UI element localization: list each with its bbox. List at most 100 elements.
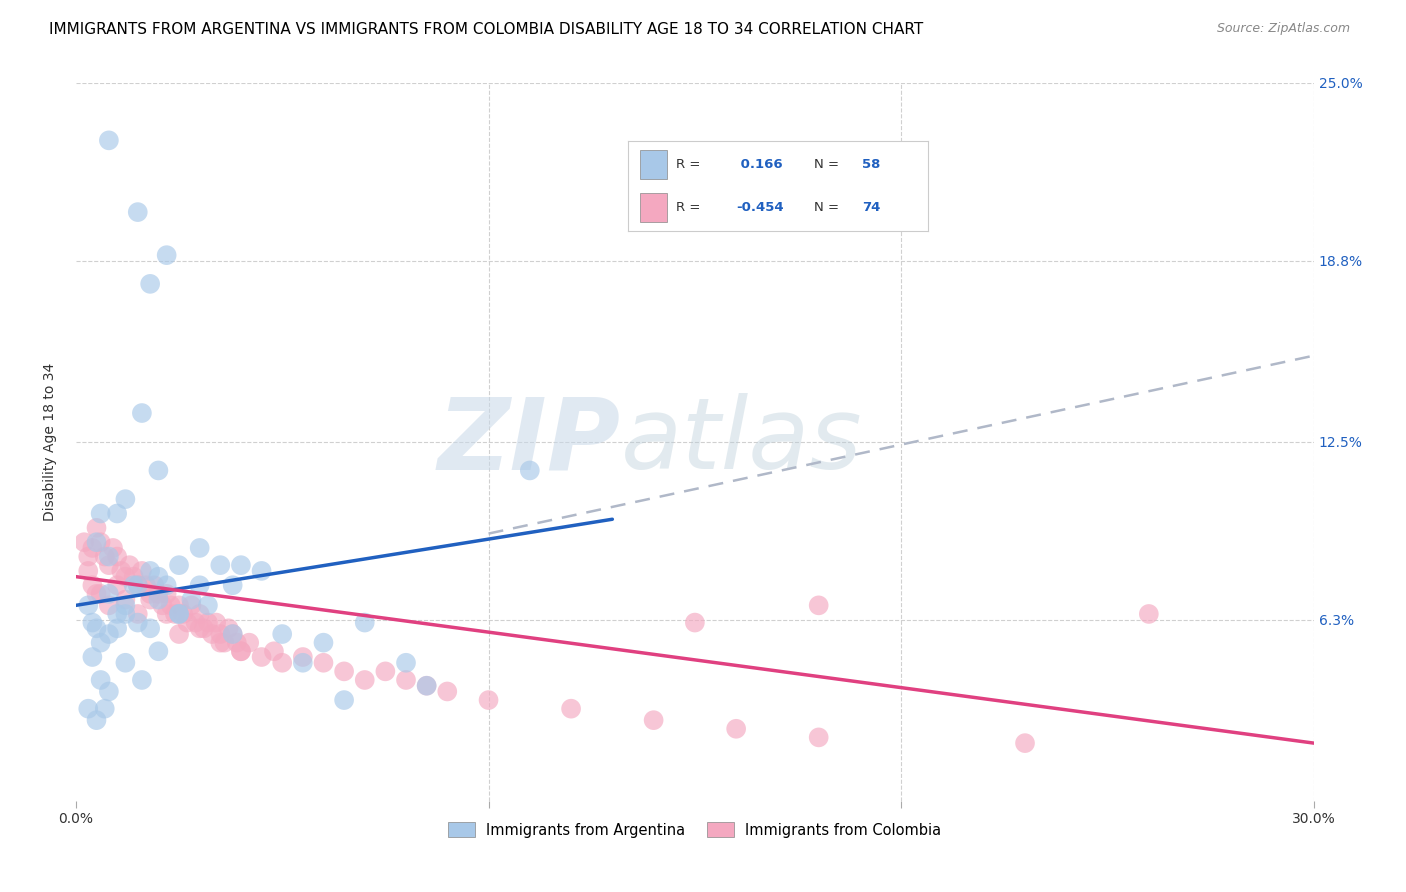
Point [415, 679, 437, 693]
Point [82, 615, 104, 630]
Point [188, 541, 211, 555]
Point [156, 248, 179, 262]
Point [152, 599, 174, 613]
Text: N =: N = [814, 158, 839, 171]
Text: atlas: atlas [620, 393, 862, 491]
Point [105, 549, 128, 564]
Point [807, 599, 830, 613]
Point [250, 650, 273, 665]
Point [167, 558, 190, 573]
Point [105, 578, 128, 592]
Point [209, 558, 232, 573]
Bar [640, 194, 666, 222]
Point [118, 558, 141, 573]
Point [105, 607, 128, 621]
Legend: Immigrants from Argentina, Immigrants from Colombia: Immigrants from Argentina, Immigrants fr… [443, 816, 948, 844]
Point [312, 635, 335, 649]
Bar [640, 151, 666, 179]
Point [90, 635, 112, 649]
Point [114, 592, 136, 607]
Point [97, 599, 120, 613]
Point [143, 578, 166, 592]
Text: Source: ZipAtlas.com: Source: ZipAtlas.com [1216, 22, 1350, 36]
Point [110, 564, 132, 578]
Point [374, 665, 396, 679]
Point [395, 656, 418, 670]
Point [82, 541, 104, 555]
Point [163, 607, 186, 621]
Point [333, 693, 356, 707]
Point [139, 277, 162, 291]
Point [205, 615, 228, 630]
Point [197, 615, 219, 630]
Point [291, 656, 314, 670]
Text: N =: N = [814, 201, 839, 214]
Point [353, 615, 375, 630]
Point [105, 621, 128, 635]
Point [436, 684, 458, 698]
Point [122, 578, 145, 592]
Point [127, 607, 149, 621]
Point [139, 564, 162, 578]
Point [229, 644, 252, 658]
Point [156, 587, 179, 601]
Point [139, 621, 162, 635]
Point [156, 607, 179, 621]
Point [395, 673, 418, 687]
Point [250, 564, 273, 578]
Point [176, 615, 198, 630]
Y-axis label: Disability Age 18 to 34: Disability Age 18 to 34 [44, 363, 58, 521]
Point [271, 627, 294, 641]
Point [86, 521, 108, 535]
Point [353, 673, 375, 687]
Point [184, 615, 207, 630]
Point [86, 587, 108, 601]
Point [114, 599, 136, 613]
Point [148, 569, 170, 583]
Point [560, 701, 582, 715]
Point [156, 578, 179, 592]
Point [94, 701, 117, 715]
Point [263, 644, 285, 658]
Point [159, 599, 181, 613]
Text: R =: R = [676, 158, 700, 171]
Point [127, 578, 149, 592]
Point [82, 650, 104, 665]
Point [86, 621, 108, 635]
Point [221, 627, 243, 641]
Point [101, 541, 124, 555]
Point [229, 558, 252, 573]
Point [94, 549, 117, 564]
Point [477, 693, 499, 707]
Point [131, 564, 153, 578]
Point [291, 650, 314, 665]
Point [114, 656, 136, 670]
Point [122, 569, 145, 583]
Point [201, 627, 224, 641]
Point [127, 578, 149, 592]
Point [131, 406, 153, 420]
Point [97, 627, 120, 641]
Point [238, 635, 260, 649]
Point [209, 635, 232, 649]
Point [415, 679, 437, 693]
Point [131, 673, 153, 687]
Point [114, 492, 136, 507]
Point [188, 607, 211, 621]
Text: -0.454: -0.454 [735, 201, 783, 214]
Point [333, 665, 356, 679]
Point [127, 205, 149, 219]
Point [77, 701, 100, 715]
Point [188, 621, 211, 635]
Text: 74: 74 [862, 201, 880, 214]
Point [214, 635, 236, 649]
Point [90, 673, 112, 687]
Point [148, 644, 170, 658]
Point [114, 607, 136, 621]
Text: 58: 58 [862, 158, 880, 171]
Point [97, 558, 120, 573]
Point [148, 592, 170, 607]
Point [86, 713, 108, 727]
Point [77, 549, 100, 564]
Point [519, 463, 541, 477]
